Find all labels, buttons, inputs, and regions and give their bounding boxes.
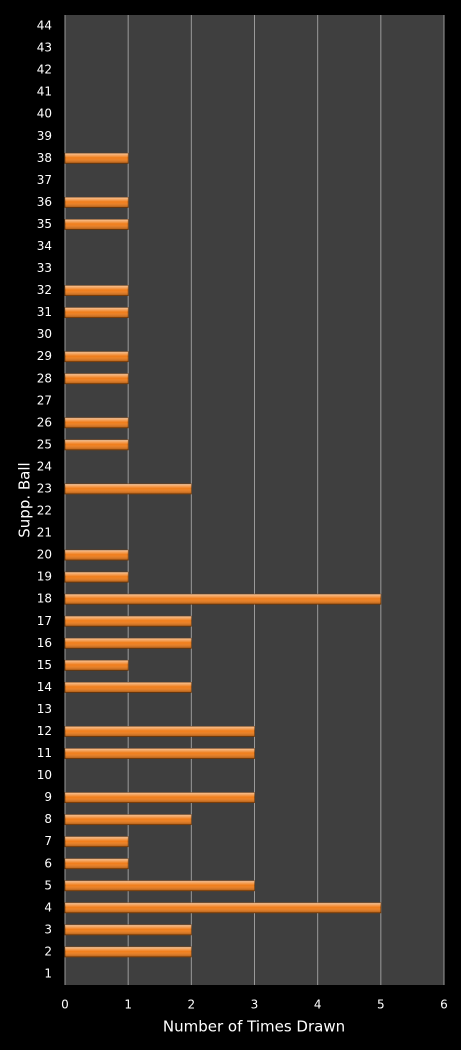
y-tick-label: 20 bbox=[37, 548, 52, 562]
y-tick-label: 28 bbox=[37, 371, 52, 385]
y-tick-label: 22 bbox=[37, 504, 52, 518]
bar bbox=[64, 924, 192, 936]
y-tick-label: 10 bbox=[37, 768, 52, 782]
y-tick-label: 42 bbox=[37, 63, 52, 77]
bar bbox=[64, 417, 129, 429]
y-tick-label: 21 bbox=[37, 526, 52, 540]
bar bbox=[64, 219, 129, 230]
x-tick-label: 0 bbox=[61, 998, 69, 1012]
bar bbox=[64, 659, 129, 671]
x-tick-label: 6 bbox=[440, 998, 448, 1012]
x-tick-label: 4 bbox=[314, 998, 322, 1012]
y-tick-label: 25 bbox=[37, 437, 52, 451]
y-tick-label: 41 bbox=[37, 85, 52, 99]
y-tick-label: 14 bbox=[37, 680, 52, 694]
bar bbox=[64, 858, 129, 870]
y-tick-label: 8 bbox=[44, 812, 52, 826]
bar bbox=[64, 152, 129, 164]
bar bbox=[64, 615, 192, 627]
bar bbox=[64, 946, 192, 958]
bar bbox=[64, 748, 255, 759]
y-tick-label: 3 bbox=[44, 922, 52, 936]
y-tick-label: 11 bbox=[37, 746, 52, 760]
bar bbox=[64, 571, 129, 583]
bar bbox=[64, 196, 129, 208]
y-tick-label: 31 bbox=[37, 305, 52, 319]
y-tick-label: 1 bbox=[44, 966, 52, 980]
bar bbox=[64, 792, 255, 804]
bar bbox=[64, 373, 129, 385]
x-axis-title: Number of Times Drawn bbox=[163, 1018, 345, 1036]
y-tick-label: 35 bbox=[37, 217, 52, 231]
y-tick-label: 40 bbox=[37, 107, 52, 121]
x-tick-label: 1 bbox=[124, 998, 132, 1012]
bar bbox=[64, 836, 129, 848]
y-tick-label: 7 bbox=[44, 834, 52, 848]
y-tick-label: 44 bbox=[37, 19, 52, 33]
x-tick-label: 2 bbox=[188, 998, 196, 1012]
y-tick-label: 18 bbox=[37, 592, 52, 606]
bar bbox=[64, 285, 129, 296]
bar bbox=[64, 880, 255, 892]
y-tick-label: 19 bbox=[37, 570, 52, 584]
y-tick-label: 23 bbox=[37, 481, 52, 495]
bar bbox=[64, 637, 192, 649]
y-tick-label: 2 bbox=[44, 944, 52, 958]
x-tick-label: 5 bbox=[377, 998, 385, 1012]
y-tick-label: 39 bbox=[37, 129, 52, 143]
y-tick-label: 32 bbox=[37, 283, 52, 297]
bar bbox=[64, 902, 382, 914]
y-tick-label: 13 bbox=[37, 702, 52, 716]
y-tick-label: 37 bbox=[37, 173, 52, 187]
bar bbox=[64, 439, 129, 451]
y-tick-label: 5 bbox=[44, 878, 52, 892]
y-tick-label: 30 bbox=[37, 327, 52, 341]
bar bbox=[64, 307, 129, 319]
y-tick-label: 34 bbox=[37, 239, 52, 253]
y-tick-label: 17 bbox=[37, 614, 52, 628]
y-axis-title: Supp. Ball bbox=[16, 462, 34, 537]
y-tick-label: 24 bbox=[37, 459, 52, 473]
y-tick-label: 26 bbox=[37, 415, 52, 429]
y-tick-label: 12 bbox=[37, 724, 52, 738]
bar bbox=[64, 593, 382, 605]
y-tick-label: 16 bbox=[37, 636, 52, 650]
y-tick-label: 9 bbox=[44, 790, 52, 804]
y-tick-label: 29 bbox=[37, 349, 52, 363]
y-tick-label: 4 bbox=[44, 900, 52, 914]
y-tick-label: 6 bbox=[44, 856, 52, 870]
bar bbox=[64, 681, 192, 693]
bar bbox=[64, 351, 129, 363]
x-tick-label: 3 bbox=[251, 998, 259, 1012]
bar bbox=[64, 726, 255, 737]
bar bbox=[64, 814, 192, 826]
bar bbox=[64, 549, 129, 561]
y-tick-label: 33 bbox=[37, 261, 52, 275]
y-tick-label: 36 bbox=[37, 195, 52, 209]
y-tick-label: 27 bbox=[37, 393, 52, 407]
y-tick-label: 15 bbox=[37, 658, 52, 672]
y-tick-label: 43 bbox=[37, 41, 52, 55]
y-tick-label: 38 bbox=[37, 151, 52, 165]
bar bbox=[64, 483, 192, 495]
